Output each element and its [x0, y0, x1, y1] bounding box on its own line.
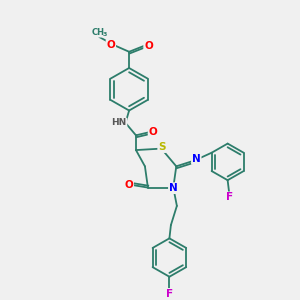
Text: 3: 3: [102, 32, 107, 37]
Text: O: O: [106, 40, 115, 50]
Text: F: F: [166, 289, 173, 299]
Text: N: N: [192, 154, 201, 164]
Text: O: O: [144, 41, 153, 51]
Text: N: N: [169, 183, 178, 193]
Text: O: O: [148, 127, 158, 137]
Text: HN: HN: [111, 118, 127, 127]
Text: CH: CH: [91, 28, 104, 37]
Text: F: F: [226, 192, 233, 202]
Text: S: S: [158, 142, 166, 152]
Text: O: O: [124, 180, 133, 190]
